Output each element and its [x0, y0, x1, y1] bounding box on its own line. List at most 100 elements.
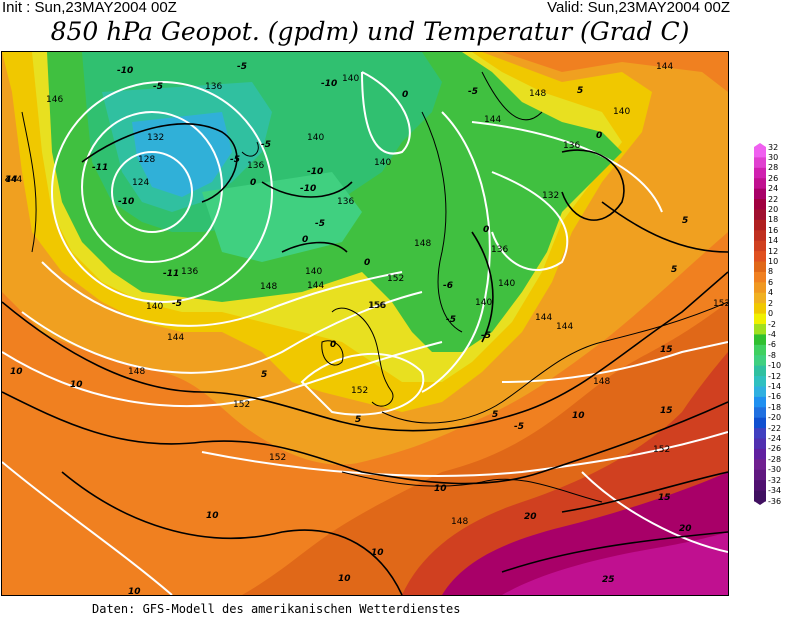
legend-swatch [754, 167, 766, 179]
legend-swatch [754, 240, 766, 252]
temp-label: -6 [443, 281, 453, 291]
geo-label: 136 [247, 161, 264, 171]
legend-swatch [754, 261, 766, 273]
legend-swatch [754, 282, 766, 294]
geopotential-labels: 136 140 132 128 124 136 140 136 140 136 … [5, 62, 728, 527]
geo-label: 156 [369, 301, 386, 311]
temp-label: -10 [307, 167, 323, 177]
temp-label: 10 [206, 511, 219, 521]
legend-tick-label: -26 [768, 444, 782, 454]
geo-label: 148 [593, 377, 610, 387]
legend-swatch [754, 355, 766, 367]
legend-swatch [754, 178, 766, 190]
legend-swatch [754, 396, 766, 408]
temp-label: 10 [572, 411, 585, 421]
legend-tick-label: 8 [768, 267, 774, 277]
temp-label: 5 [261, 370, 267, 380]
temp-label: 10 [371, 548, 384, 558]
legend-tick-label: 24 [768, 184, 779, 194]
temp-label: -5 [315, 219, 325, 229]
temp-label: 15 [660, 345, 673, 355]
legend-tick-label: 30 [768, 152, 779, 162]
temp-label: 5 [682, 216, 688, 226]
legend-tick-label: 18 [768, 215, 779, 225]
legend-tick-label: -10 [768, 361, 782, 371]
legend-tick-label: 28 [768, 163, 779, 173]
map-canvas: 136 140 132 128 124 136 140 136 140 136 … [2, 52, 728, 595]
geo-label: 144 [484, 115, 501, 125]
temp-label: 44 [4, 175, 18, 185]
geo-label: 132 [542, 191, 559, 201]
geo-label: 136 [181, 267, 198, 277]
data-source: Daten: GFS-Modell des amerikanischen Wet… [92, 602, 461, 616]
legend-swatch [754, 428, 766, 440]
geo-label: 152 [351, 386, 368, 396]
legend-swatch [754, 386, 766, 398]
geo-label: 124 [132, 178, 149, 188]
temp-label: 5 [492, 410, 498, 420]
geo-label: 144 [535, 313, 552, 323]
legend-swatch [754, 271, 766, 283]
legend-swatch [754, 188, 766, 200]
legend-bottom-arrow [754, 501, 766, 505]
coastlines [21, 71, 728, 503]
temp-label: 0 [364, 258, 370, 268]
temp-label: 10 [338, 574, 351, 584]
geo-label: 152 [653, 445, 670, 455]
geo-label: 148 [529, 89, 546, 99]
legend-colorbar [754, 143, 766, 505]
legend-swatch [754, 303, 766, 315]
geo-label: 136 [491, 245, 508, 255]
geo-label: 144 [307, 281, 324, 291]
temp-label: -10 [117, 66, 133, 76]
legend-swatch [754, 469, 766, 481]
temp-label: 15 [660, 406, 673, 416]
temp-label: 5 [355, 415, 361, 425]
legend-tick-label: -34 [768, 486, 782, 496]
temp-label: -5 [468, 87, 478, 97]
legend-tick-label: -18 [768, 402, 782, 412]
color-legend: 32 30 28 26 24 22 20 18 16 14 12 10 8 6 4 2 0 -2 -4 -6 -8 -10… [752, 143, 789, 506]
temp-label: 0 [596, 131, 602, 141]
temp-label: 0 [250, 178, 256, 188]
isohypse-lines [2, 71, 728, 595]
field-below-10 [132, 112, 232, 197]
legend-tick-label: -24 [768, 434, 782, 444]
legend-tick-label: -8 [768, 350, 776, 360]
legend-tick-label: 20 [768, 204, 779, 214]
temp-label: -10 [321, 79, 337, 89]
legend-tick-label: 16 [768, 225, 779, 235]
temp-label: 10 [434, 484, 447, 494]
temp-label: 10 [10, 367, 23, 377]
geo-label: 152 [269, 453, 286, 463]
legend-swatch [754, 219, 766, 231]
temp-label: -11 [163, 269, 179, 279]
geo-label: 144 [167, 333, 184, 343]
legend-swatch [754, 365, 766, 377]
legend-tick-label: 10 [768, 257, 779, 267]
temp-label: 0 [402, 90, 408, 100]
temp-label: 15 [658, 493, 671, 503]
temp-label: -5 [237, 62, 247, 72]
geo-label: 140 [374, 158, 391, 168]
isotherm-lines [2, 123, 728, 595]
temp-label: -5 [261, 140, 271, 150]
legend-swatch [754, 417, 766, 429]
geo-label: 146 [46, 95, 63, 105]
geo-label: 152 [387, 274, 404, 284]
geo-label: 148 [414, 239, 431, 249]
legend-tick-label: -12 [768, 371, 782, 381]
geo-label: 144 [656, 62, 673, 72]
temp-label: 10 [70, 380, 83, 390]
legend-tick-label: -4 [768, 329, 776, 339]
legend-swatch [754, 147, 766, 158]
geo-label: 156 [368, 301, 385, 311]
temp-label: -5 [514, 422, 524, 432]
field-25 [502, 532, 728, 595]
legend-tick-label: 4 [768, 288, 774, 298]
legend-swatch [754, 448, 766, 460]
legend-swatch [754, 292, 766, 304]
init-time: Init : Sun,23MAY2004 00Z [2, 0, 177, 16]
legend-tick-label: -32 [768, 475, 782, 485]
geo-label: 140 [307, 133, 324, 143]
